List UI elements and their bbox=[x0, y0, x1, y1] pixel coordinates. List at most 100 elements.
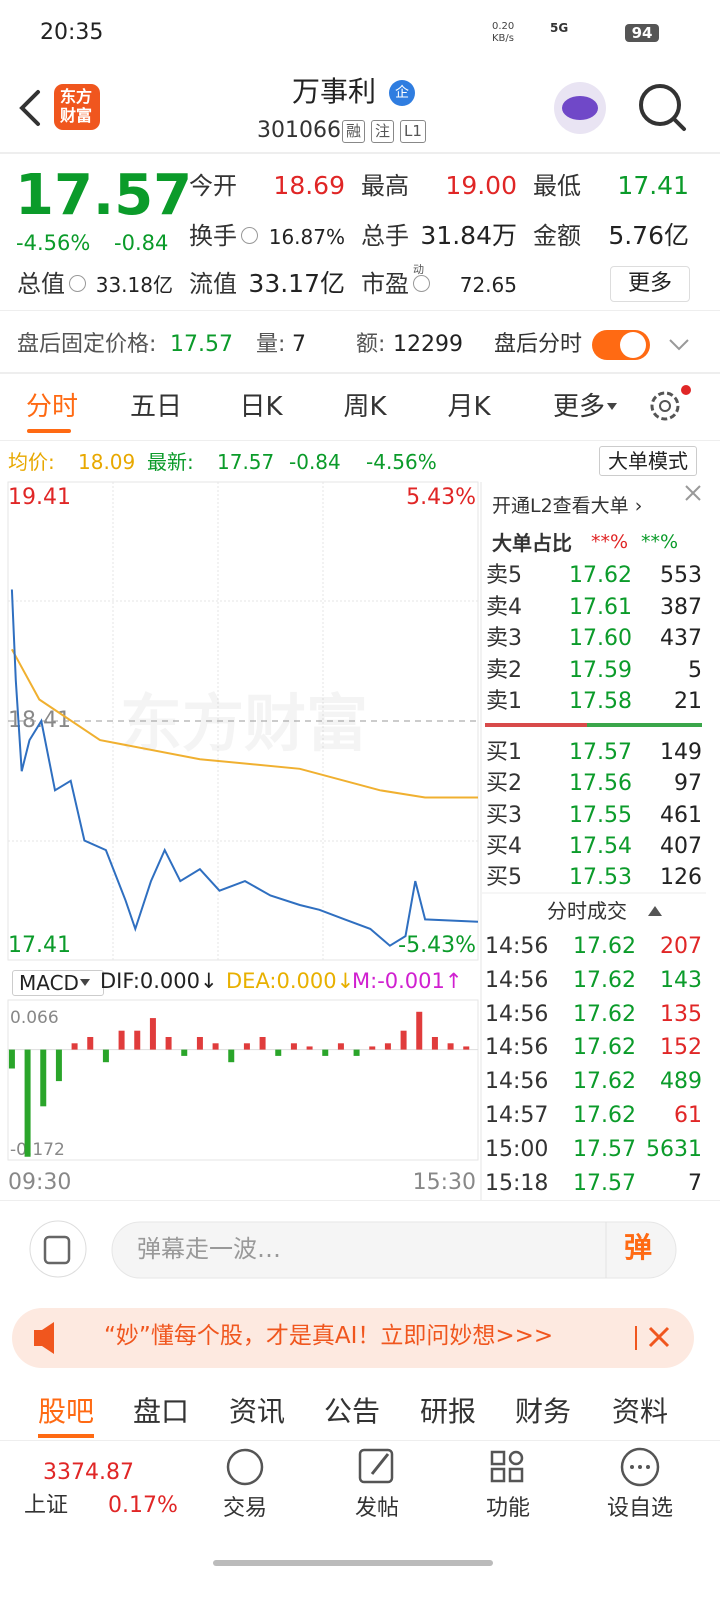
sub-tab[interactable]: 公告 bbox=[323, 1395, 380, 1428]
ratio-buy: **% bbox=[641, 531, 679, 553]
comment-input[interactable] bbox=[111, 1221, 677, 1279]
price-line bbox=[10, 589, 479, 947]
logo[interactable] bbox=[54, 84, 100, 130]
tab[interactable]: 月K bbox=[447, 392, 491, 422]
y-tick-label: 0.066 bbox=[10, 1008, 59, 1028]
macd-bar bbox=[181, 1049, 188, 1056]
stat-value: 19.00 bbox=[445, 171, 517, 200]
macd-frame bbox=[7, 999, 479, 1161]
stock-tag: 融 bbox=[342, 120, 365, 143]
tab-underline bbox=[27, 429, 71, 433]
nav-item[interactable]: 设自选 bbox=[606, 1496, 673, 1521]
trade-price: 17.62 bbox=[573, 934, 636, 959]
comment-placeholder[interactable]: 弹幕走一波… bbox=[137, 1235, 281, 1263]
sub-tab[interactable]: 财务 bbox=[514, 1395, 571, 1428]
trade-time: 15:00 bbox=[485, 1136, 549, 1162]
stat-value: 5.76亿 bbox=[608, 221, 689, 250]
x-tick-label: 09:30 bbox=[8, 1170, 71, 1195]
macd-bar bbox=[369, 1046, 376, 1050]
latest-change: -0.84 bbox=[289, 450, 341, 474]
index-name[interactable]: 上证 bbox=[24, 1493, 69, 1518]
banner-close[interactable] bbox=[648, 1326, 670, 1348]
macd-bar bbox=[118, 1030, 125, 1050]
book-price: 17.60 bbox=[569, 626, 632, 652]
book-label: 卖2 bbox=[486, 657, 522, 683]
book-price: 17.54 bbox=[569, 833, 632, 859]
divider bbox=[0, 310, 720, 311]
sort-icon[interactable] bbox=[648, 906, 662, 916]
nav-item[interactable]: 交易 bbox=[222, 1496, 267, 1521]
trade-time: 14:56 bbox=[485, 1035, 549, 1061]
sub-tab[interactable]: 盘口 bbox=[132, 1395, 189, 1428]
ratio-label: 大单占比 bbox=[492, 531, 572, 555]
l2-link[interactable]: 开通L2查看大单 › bbox=[492, 495, 643, 517]
stat-label: 今开 bbox=[189, 172, 237, 200]
info-icon[interactable] bbox=[241, 227, 258, 244]
watchlist-icon bbox=[620, 1447, 660, 1487]
banner-bg[interactable] bbox=[12, 1308, 694, 1368]
macd-bar bbox=[8, 1049, 15, 1069]
pct-label: 5.43% bbox=[406, 485, 476, 510]
close-icon[interactable] bbox=[685, 485, 701, 501]
after-label: 盘后固定价格: bbox=[17, 332, 157, 357]
trade-price: 17.62 bbox=[573, 967, 636, 993]
info-icon[interactable] bbox=[69, 275, 86, 292]
macd-bar bbox=[275, 1049, 282, 1056]
tab[interactable]: 更多 bbox=[552, 392, 605, 422]
stat-sup: 动 bbox=[413, 263, 424, 276]
avg-value: 18.09 bbox=[78, 450, 136, 474]
sub-tab[interactable]: 研报 bbox=[419, 1395, 476, 1428]
macd-bar bbox=[431, 1036, 438, 1050]
trade-volume: 143 bbox=[660, 967, 702, 993]
nav-item[interactable]: 功能 bbox=[485, 1496, 530, 1521]
buy-ratio-bar bbox=[587, 723, 702, 727]
trade-time: 14:57 bbox=[485, 1103, 549, 1128]
macd-bar bbox=[463, 1046, 470, 1050]
nav-item[interactable]: 发帖 bbox=[354, 1496, 399, 1521]
function-icon bbox=[490, 1467, 506, 1483]
banner-text[interactable]: “妙”懂每个股，才是真AI！立即问妙想>>> bbox=[104, 1323, 554, 1349]
stock-tag: 注 bbox=[371, 120, 394, 143]
sub-tab[interactable]: 资料 bbox=[611, 1395, 668, 1428]
expand-arrow[interactable] bbox=[669, 339, 689, 351]
sub-tab[interactable]: 股吧 bbox=[37, 1395, 94, 1428]
trade-price: 17.62 bbox=[573, 1103, 636, 1128]
sell-ratio-bar bbox=[485, 723, 587, 727]
tab[interactable]: 周K bbox=[343, 392, 387, 422]
stat-label: 最高 bbox=[361, 172, 409, 200]
tab[interactable]: 日K bbox=[239, 392, 283, 422]
comment-icon[interactable] bbox=[29, 1220, 87, 1278]
search-icon[interactable] bbox=[639, 84, 681, 126]
after-amt-label: 额: bbox=[356, 332, 386, 357]
tab[interactable]: 五日 bbox=[129, 392, 182, 422]
latest-change-pct: -4.56% bbox=[366, 450, 437, 474]
book-volume: 126 bbox=[660, 865, 702, 891]
macd-bar bbox=[102, 1049, 109, 1063]
macd-bar bbox=[212, 1043, 219, 1050]
trade-volume: 7 bbox=[688, 1170, 702, 1196]
stat-value: 31.84万 bbox=[420, 221, 517, 250]
mode-button[interactable]: 大单模式 bbox=[599, 446, 697, 476]
more-button[interactable]: 更多 bbox=[610, 266, 690, 302]
last-price: 17.57 bbox=[15, 163, 193, 228]
speaker-icon bbox=[34, 1322, 54, 1354]
index-value[interactable]: 3374.87 bbox=[43, 1460, 134, 1485]
danmaku-button[interactable]: 弹 bbox=[624, 1231, 653, 1264]
stat-label: 最低 bbox=[533, 172, 581, 200]
sub-tab[interactable]: 资讯 bbox=[228, 1395, 285, 1428]
settings-icon[interactable] bbox=[650, 391, 680, 421]
pct-label: -5.43% bbox=[398, 933, 476, 958]
tab[interactable]: 分时 bbox=[25, 392, 78, 422]
change-pct: -4.56% bbox=[16, 231, 91, 255]
macd-bar bbox=[290, 1043, 297, 1050]
macd-selector[interactable]: MACD bbox=[12, 970, 104, 996]
index-change[interactable]: 0.17% bbox=[108, 1493, 178, 1518]
avg-line bbox=[11, 648, 478, 799]
macd-bar bbox=[306, 1046, 313, 1050]
trade-volume: 5631 bbox=[646, 1136, 702, 1162]
y-tick-label: 19.41 bbox=[8, 485, 71, 510]
ratio-sell: **% bbox=[591, 531, 629, 553]
info-icon[interactable] bbox=[413, 275, 430, 292]
back-arrow[interactable] bbox=[19, 90, 40, 126]
